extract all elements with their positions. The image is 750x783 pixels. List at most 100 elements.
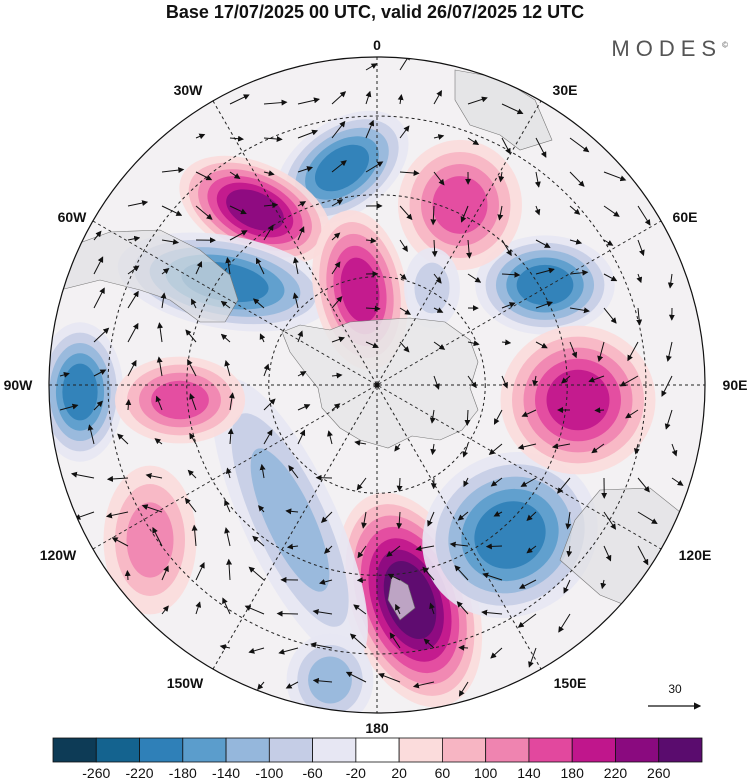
- wind-arrow: [597, 341, 605, 363]
- contour-band: [250, 448, 330, 592]
- wind-arrow: [320, 511, 333, 523]
- wind-arrow: [331, 160, 347, 173]
- wind-arrow: [637, 545, 649, 566]
- wind-arrow: [603, 545, 612, 562]
- wind-arrow: [665, 341, 673, 362]
- meridian-line: [212, 100, 542, 670]
- wind-arrow: [389, 632, 401, 649]
- wind-arrow: [195, 133, 206, 140]
- wind-arrow: [292, 256, 299, 275]
- wind-arrow: [220, 300, 231, 309]
- contour-band: [151, 380, 209, 420]
- colorbar-tick-label: -100: [255, 765, 283, 781]
- wind-arrow: [625, 409, 639, 419]
- wind-arrow: [152, 526, 163, 547]
- contour-band: [432, 176, 488, 234]
- wind-arrow: [331, 403, 341, 411]
- wind-arrow: [535, 137, 547, 158]
- wind-arrow: [195, 205, 213, 220]
- brand-name: MODES: [611, 36, 723, 61]
- wind-arrow: [225, 467, 232, 479]
- wind-arrow: [93, 400, 103, 411]
- wind-arrow: [433, 273, 442, 284]
- colorbar-tick-label: 100: [474, 765, 498, 781]
- colorbar-swatch: [268, 737, 314, 763]
- wind-arrow: [456, 601, 469, 615]
- wind-arrow: [433, 134, 445, 140]
- anomaly-center: [475, 235, 615, 335]
- wind-arrow: [560, 375, 571, 384]
- wind-arrow: [195, 601, 202, 615]
- wind-arrow: [528, 647, 537, 668]
- wind-arrow: [535, 267, 555, 275]
- wind-arrow: [297, 166, 313, 173]
- wind-arrow: [433, 341, 446, 350]
- wind-arrow: [244, 605, 265, 615]
- wind-arrow: [297, 226, 305, 241]
- contour-band: [414, 262, 450, 314]
- wind-arrow: [637, 239, 645, 257]
- wind-arrow: [354, 440, 367, 446]
- wind-arrow: [399, 239, 408, 252]
- wind-arrow: [297, 330, 304, 343]
- wind-arrow: [569, 205, 581, 215]
- wind-arrow: [433, 375, 440, 390]
- wind-arrow: [187, 358, 197, 377]
- wind-arrow: [161, 268, 170, 275]
- map-title: Base 17/07/2025 00 UTC, valid 26/07/2025…: [165, 2, 585, 22]
- wind-arrow: [431, 239, 438, 258]
- wind-arrow: [460, 205, 469, 223]
- wind-arrow: [161, 167, 185, 174]
- contour-band: [516, 264, 574, 306]
- wind-arrow: [485, 543, 503, 550]
- lon-label-60w: 60W: [58, 209, 88, 225]
- colorbar-swatch: [441, 737, 487, 763]
- wind-arrow: [187, 469, 197, 479]
- wind-arrow: [498, 171, 505, 183]
- wind-arrow: [297, 371, 307, 377]
- modes-logo: MODES©: [611, 36, 728, 62]
- wind-arrow: [324, 545, 333, 554]
- wind-arrow: [263, 429, 273, 445]
- anomaly-center: [398, 139, 522, 271]
- anomaly-center: [500, 325, 656, 475]
- wind-arrow: [490, 477, 503, 487]
- colorbar-swatch: [355, 737, 400, 763]
- wind-arrow: [229, 205, 247, 215]
- lon-label-180: 180: [365, 720, 389, 736]
- wind-arrow: [365, 237, 377, 244]
- wind-arrow: [603, 171, 627, 182]
- anomaly-field: [49, 110, 656, 713]
- colorbar-swatch: [95, 737, 140, 763]
- wind-arrow: [588, 375, 605, 383]
- colorbar: -260 -220 -180 -140 -100 -60 -20 20 60 100 140 180 2…: [52, 737, 703, 781]
- wind-arrow: [228, 392, 235, 411]
- colorbar-tick-label: 20: [391, 765, 407, 781]
- wind-arrow: [297, 201, 307, 207]
- wind-arrow: [278, 647, 299, 655]
- colorbar-tick-label: 140: [517, 765, 541, 781]
- wind-arrow: [229, 94, 250, 105]
- wind-arrow: [566, 545, 573, 558]
- wind-arrow: [386, 545, 401, 557]
- wind-arrow: [399, 169, 420, 176]
- wind-arrow: [521, 409, 537, 417]
- wind-arrow: [263, 170, 275, 177]
- wind-arrow: [127, 265, 140, 275]
- wind-arrow: [365, 63, 378, 71]
- wind-arrow: [248, 566, 265, 581]
- colorbar-tick-label: 180: [561, 765, 585, 781]
- wind-arrow: [225, 256, 232, 275]
- wind-arrow: [357, 545, 367, 559]
- wind-arrow: [378, 672, 401, 683]
- wind-arrow: [331, 261, 341, 275]
- wind-vectors: [59, 57, 684, 697]
- wind-arrow: [467, 96, 488, 105]
- vector-scale: 30: [648, 682, 702, 710]
- wind-arrow: [59, 403, 79, 411]
- lon-label-150e: 150E: [554, 675, 587, 691]
- wind-arrow: [497, 205, 504, 221]
- colorbar-swatch: [528, 737, 573, 763]
- wind-arrow: [526, 511, 537, 521]
